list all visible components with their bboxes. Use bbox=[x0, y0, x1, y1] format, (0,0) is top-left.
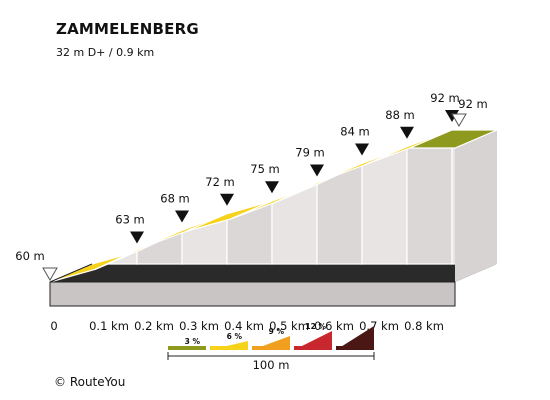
x-tick-label: 0.2 km bbox=[134, 319, 174, 333]
point-marker-triangle bbox=[220, 193, 234, 206]
x-tick-label: 0.4 km bbox=[224, 319, 264, 333]
legend-label: 9 % bbox=[269, 327, 285, 336]
chart-subtitle: 32 m D+ / 0.9 km bbox=[56, 46, 155, 59]
profile-segment bbox=[409, 129, 498, 149]
marker-label: 68 m bbox=[160, 192, 190, 206]
marker-label: 92 m bbox=[430, 91, 460, 105]
legend-label: 12 % bbox=[305, 322, 326, 331]
point-marker-triangle bbox=[265, 181, 279, 194]
legend-swatch-base bbox=[294, 346, 332, 350]
marker-label: 92 m bbox=[458, 97, 488, 111]
base-slab-edge bbox=[49, 263, 93, 283]
legend-swatch bbox=[294, 331, 332, 350]
point-marker-triangle bbox=[175, 210, 189, 223]
profile-end-wall bbox=[455, 130, 497, 282]
marker-label: 75 m bbox=[250, 162, 280, 176]
legend-label: 6 % bbox=[227, 332, 243, 341]
legend-swatch-base bbox=[210, 346, 248, 350]
legend-swatch bbox=[336, 326, 374, 350]
end-marker-triangle bbox=[451, 113, 467, 127]
wall-segment bbox=[406, 129, 453, 265]
marker-label: 84 m bbox=[340, 125, 370, 139]
wall-segment bbox=[271, 183, 318, 265]
marker-label: 72 m bbox=[205, 175, 235, 189]
legend-swatch-base bbox=[336, 346, 374, 350]
marker-label: 88 m bbox=[385, 108, 415, 122]
chart-title: ZAMMELENBERG bbox=[56, 20, 199, 38]
point-marker-triangle bbox=[310, 164, 324, 177]
x-tick-label: 0 bbox=[50, 319, 57, 333]
x-tick-label: 0.6 km bbox=[314, 319, 354, 333]
credit-text: © RouteYou bbox=[54, 375, 126, 389]
marker-label: 79 m bbox=[295, 145, 325, 159]
x-tick-label: 0.7 km bbox=[359, 319, 399, 333]
legend-label: 3 % bbox=[185, 337, 201, 346]
point-marker-triangle bbox=[445, 110, 459, 122]
start-marker-triangle bbox=[42, 267, 58, 281]
marker-label: 63 m bbox=[115, 212, 145, 226]
x-tick-label: 0.8 km bbox=[404, 319, 444, 333]
x-tick-label: 0.5 km bbox=[269, 319, 309, 333]
point-marker-triangle bbox=[130, 231, 144, 244]
point-marker-triangle bbox=[355, 143, 369, 156]
wall-segment bbox=[361, 145, 408, 265]
scale-bar-label: 100 m bbox=[253, 358, 290, 372]
x-tick-label: 0.1 km bbox=[89, 319, 129, 333]
wall-segment bbox=[316, 162, 363, 265]
legend-swatch-base bbox=[252, 346, 290, 350]
profile-floor bbox=[50, 264, 497, 282]
marker-label: 60 m bbox=[15, 249, 45, 263]
legend-swatch-base bbox=[168, 346, 206, 350]
point-marker-triangle bbox=[400, 126, 414, 139]
x-tick-label: 0.3 km bbox=[179, 319, 219, 333]
base-slab-front bbox=[49, 281, 456, 307]
